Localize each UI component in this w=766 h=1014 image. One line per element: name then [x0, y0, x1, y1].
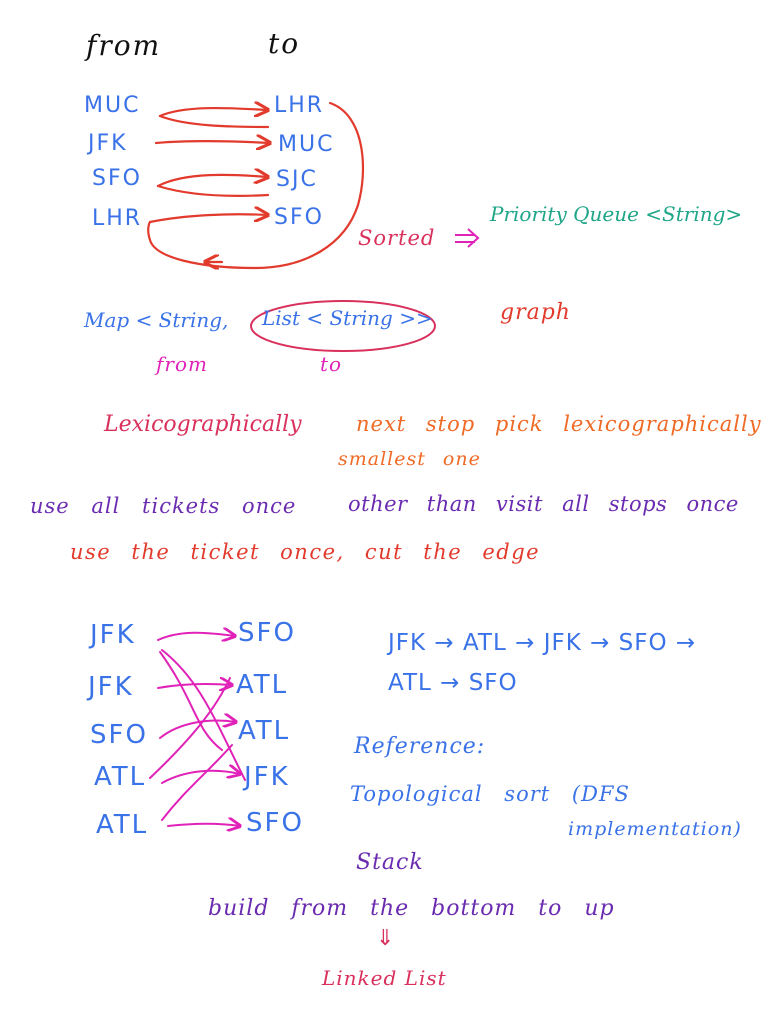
ex2-to-1: ATL: [236, 670, 289, 700]
arrow-lhr-muc: [158, 114, 270, 129]
ex1-to-1: MUC: [278, 132, 335, 157]
use-ticket-once-label: use the ticket once, cut the edge: [70, 540, 541, 564]
list-type: List < String >>: [262, 306, 433, 330]
smallest-one-label: smallest one: [338, 448, 481, 470]
stack-label: Stack: [356, 850, 424, 875]
ex1-to-3: SFO: [274, 205, 324, 230]
sorted-label: Sorted: [358, 226, 436, 250]
header-to: to: [268, 27, 301, 60]
ex2-to-2: ATL: [238, 716, 291, 746]
itinerary-path-line2: ATL → SFO: [388, 670, 518, 696]
ex1-from-2: SFO: [92, 166, 142, 191]
arrow-sfo-atl: [159, 721, 236, 739]
graph-label: graph: [500, 300, 571, 325]
implies-arrow-icon: [455, 228, 480, 248]
arrow-muc-lhr: [158, 108, 268, 116]
cross-line-1: [161, 649, 246, 781]
priority-queue-label: Priority Queue <String>: [490, 202, 743, 226]
other-than-label: other than visit all stops once: [348, 492, 739, 516]
use-all-tickets-label: use all tickets once: [30, 494, 297, 518]
arrow-atl-sfo: [167, 824, 240, 826]
cross-line-3: [149, 677, 231, 779]
arrow-jfk-sfo: [157, 633, 235, 640]
ex1-from-3: LHR: [92, 206, 143, 231]
ex2-from-4: ATL: [96, 810, 149, 840]
ex2-to-0: SFO: [238, 618, 296, 648]
loop-itinerary: [147, 101, 365, 270]
ex2-to-4: SFO: [246, 808, 304, 838]
topological-sort-label: Topological sort (DFS: [350, 782, 630, 806]
header-from: from: [86, 29, 162, 62]
ex2-from-3: ATL: [94, 762, 147, 792]
build-bottom-up-label: build from the bottom to up: [208, 896, 615, 921]
ex2-from-2: SFO: [90, 720, 148, 750]
arrow-sfo-sfo: [156, 184, 270, 197]
ex1-to-0: LHR: [274, 93, 325, 118]
reference-label: Reference:: [354, 734, 486, 759]
down-arrow-icon: ⇓: [376, 926, 397, 951]
map-from-label: from: [156, 352, 208, 376]
ex1-from-1: JFK: [88, 131, 128, 156]
next-stop-label: next stop pick lexicographically: [356, 412, 762, 436]
ex1-from-0: MUC: [84, 93, 141, 118]
arrow-sfo-sjc: [156, 175, 268, 188]
implementation-label: implementation): [568, 818, 742, 840]
lexico-label: Lexicographically: [104, 412, 302, 437]
ex1-to-2: SJC: [276, 167, 318, 192]
arrow-lhr-sfo: [148, 214, 268, 224]
arrow-jfk-muc: [154, 141, 270, 143]
ex2-from-0: JFK: [90, 620, 136, 650]
itinerary-path-line1: JFK → ATL → JFK → SFO →: [388, 630, 697, 656]
map-type: Map < String,: [84, 308, 229, 332]
cross-line-4: [161, 744, 233, 821]
linked-list-label: Linked List: [322, 966, 447, 990]
list-highlight-circle: [250, 300, 436, 352]
ex2-to-3: JFK: [244, 762, 290, 792]
ex2-from-1: JFK: [88, 672, 134, 702]
arrow-atl-jfk: [161, 771, 240, 784]
map-to-label: to: [320, 352, 343, 376]
cross-line-2: [159, 651, 223, 751]
